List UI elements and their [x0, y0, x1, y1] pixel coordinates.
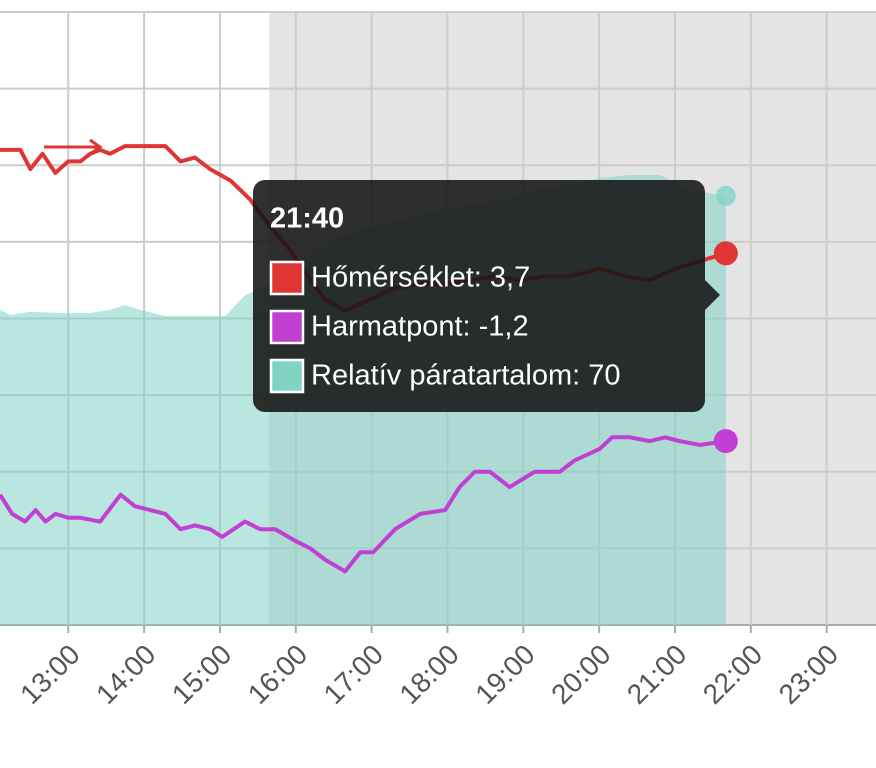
x-tick-label: 23:00 [773, 639, 844, 710]
tooltip: 21:40 Hőmérséklet: 3,7 Harmatpont: -1,2 Rel… [253, 180, 720, 412]
x-tick-label: 17:00 [318, 639, 389, 710]
x-tick-label: 19:00 [469, 639, 540, 710]
end-point [713, 241, 738, 266]
tooltip-item: Harmatpont: -1,2 [311, 311, 529, 343]
x-tick-label: 18:00 [393, 639, 464, 710]
tooltip-item: Hőmérséklet: 3,7 [311, 262, 530, 294]
tooltip-box [253, 180, 705, 412]
x-tick-label: 13:00 [14, 639, 85, 710]
end-point [715, 185, 736, 206]
tooltip-swatch [269, 260, 305, 296]
tooltip-item: Relatív páratartalom: 70 [311, 360, 620, 392]
line [0, 435, 727, 574]
tooltip-pointer [705, 280, 720, 310]
x-tick-label: 15:00 [166, 639, 237, 710]
end-point [713, 429, 738, 454]
x-tick-label: 20:00 [545, 639, 616, 710]
tooltip-swatch [269, 358, 305, 394]
x-tick-label: 22:00 [697, 639, 768, 710]
x-tick-label: 16:00 [242, 639, 313, 710]
arrow [44, 138, 103, 156]
x-tick-label: 21:00 [621, 639, 692, 710]
tooltip-swatch [269, 309, 305, 345]
x-tick-label: 14:00 [90, 639, 161, 710]
tooltip-title: 21:40 [270, 203, 344, 235]
